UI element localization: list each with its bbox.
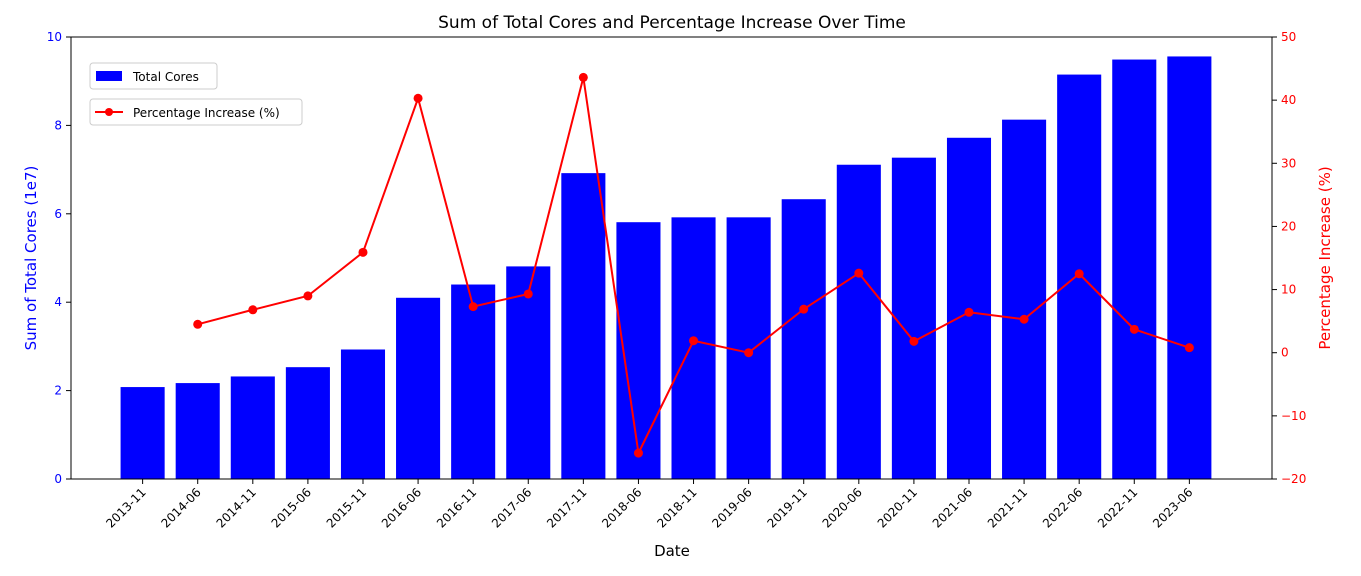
bar-2015-06 <box>285 367 330 479</box>
right-tick-label: 20 <box>1281 219 1296 233</box>
left-tick-label: 4 <box>54 295 62 309</box>
point-2014-06 <box>193 319 203 329</box>
point-2022-06 <box>1074 269 1084 279</box>
legend-bar-swatch <box>96 71 122 81</box>
x-tick-label: 2020-11 <box>875 485 920 530</box>
x-tick-label: 2018-11 <box>654 485 699 530</box>
x-tick-label: 2019-06 <box>709 485 754 530</box>
bar-2019-11 <box>781 199 826 480</box>
bar-2014-06 <box>175 383 220 479</box>
bar-2017-06 <box>506 266 551 479</box>
point-2017-11 <box>578 72 588 82</box>
legend-line-label: Percentage Increase (%) <box>133 106 280 120</box>
x-tick-label: 2016-06 <box>379 485 424 530</box>
point-2015-11 <box>358 247 368 257</box>
left-y-axis-title: Sum of Total Cores (1e7) <box>22 166 40 351</box>
x-tick-label: 2022-11 <box>1095 485 1140 530</box>
bar-2016-11 <box>451 284 496 479</box>
legend-line-marker <box>105 108 113 116</box>
right-tick-label: 40 <box>1281 93 1296 107</box>
bar-2022-11 <box>1112 59 1157 480</box>
right-tick-label: −20 <box>1281 472 1306 486</box>
point-2016-11 <box>468 302 478 312</box>
point-2015-06 <box>303 291 313 301</box>
x-tick-label: 2015-11 <box>324 485 369 530</box>
x-tick-label: 2020-06 <box>820 485 865 530</box>
right-tick-label: 10 <box>1281 283 1296 297</box>
x-tick-label: 2015-06 <box>269 485 314 530</box>
point-2019-06 <box>744 348 754 358</box>
bar-2021-11 <box>1002 119 1047 480</box>
legend-bar-label: Total Cores <box>132 70 199 84</box>
x-tick-label: 2014-11 <box>214 485 259 530</box>
bar-2020-06 <box>836 164 881 479</box>
x-tick-label: 2021-11 <box>985 485 1030 530</box>
left-tick-label: 8 <box>54 118 62 132</box>
right-tick-label: 0 <box>1281 346 1289 360</box>
left-tick-label: 2 <box>54 384 62 398</box>
point-2021-06 <box>964 307 974 317</box>
bar-2020-11 <box>891 157 936 479</box>
left-tick-label: 10 <box>47 30 62 44</box>
x-axis-title: Date <box>654 542 690 560</box>
legend-frame-bars <box>89 62 218 90</box>
point-2018-11 <box>689 336 699 346</box>
chart-title: Sum of Total Cores and Percentage Increa… <box>438 13 906 33</box>
point-2020-11 <box>909 336 919 346</box>
point-2017-06 <box>523 289 533 299</box>
x-tick-label: 2018-06 <box>599 485 644 530</box>
x-tick-label: 2014-06 <box>158 485 203 530</box>
bar-2014-11 <box>230 376 275 479</box>
point-2018-06 <box>633 448 643 458</box>
right-tick-label: 50 <box>1281 30 1296 44</box>
x-tick-label: 2017-06 <box>489 485 534 530</box>
x-tick-label: 2017-11 <box>544 485 589 530</box>
bar-2023-06 <box>1167 56 1212 479</box>
x-tick-label: 2021-06 <box>930 485 975 530</box>
x-tick-label: 2019-11 <box>764 485 809 530</box>
x-tick-label: 2022-06 <box>1040 485 1085 530</box>
right-y-axis-title: Percentage Increase (%) <box>1316 166 1334 349</box>
point-2019-11 <box>799 304 809 314</box>
point-2014-11 <box>248 305 258 315</box>
right-tick-label: −10 <box>1281 409 1306 423</box>
bar-2018-11 <box>671 217 716 479</box>
point-2016-06 <box>413 93 423 103</box>
legend-percentage-increase: Percentage Increase (%) <box>89 98 303 126</box>
point-2023-06 <box>1184 343 1194 353</box>
bar-2015-11 <box>340 349 386 479</box>
bar-2016-06 <box>396 297 441 479</box>
x-tick-label: 2023-06 <box>1150 485 1195 530</box>
left-tick-label: 6 <box>54 207 62 221</box>
point-2021-11 <box>1019 314 1029 324</box>
legend-total-cores: Total Cores <box>89 62 218 90</box>
x-tick-label: 2016-11 <box>434 485 479 530</box>
point-2022-11 <box>1129 324 1139 334</box>
point-2020-06 <box>854 268 864 278</box>
bar-2017-11 <box>561 173 606 480</box>
x-tick-label: 2013-11 <box>103 485 148 530</box>
legend-frame-line <box>89 98 303 126</box>
left-tick-label: 0 <box>54 472 62 486</box>
bar-2019-06 <box>726 217 771 479</box>
bar-2013-11 <box>120 387 165 479</box>
right-tick-label: 30 <box>1281 156 1296 170</box>
